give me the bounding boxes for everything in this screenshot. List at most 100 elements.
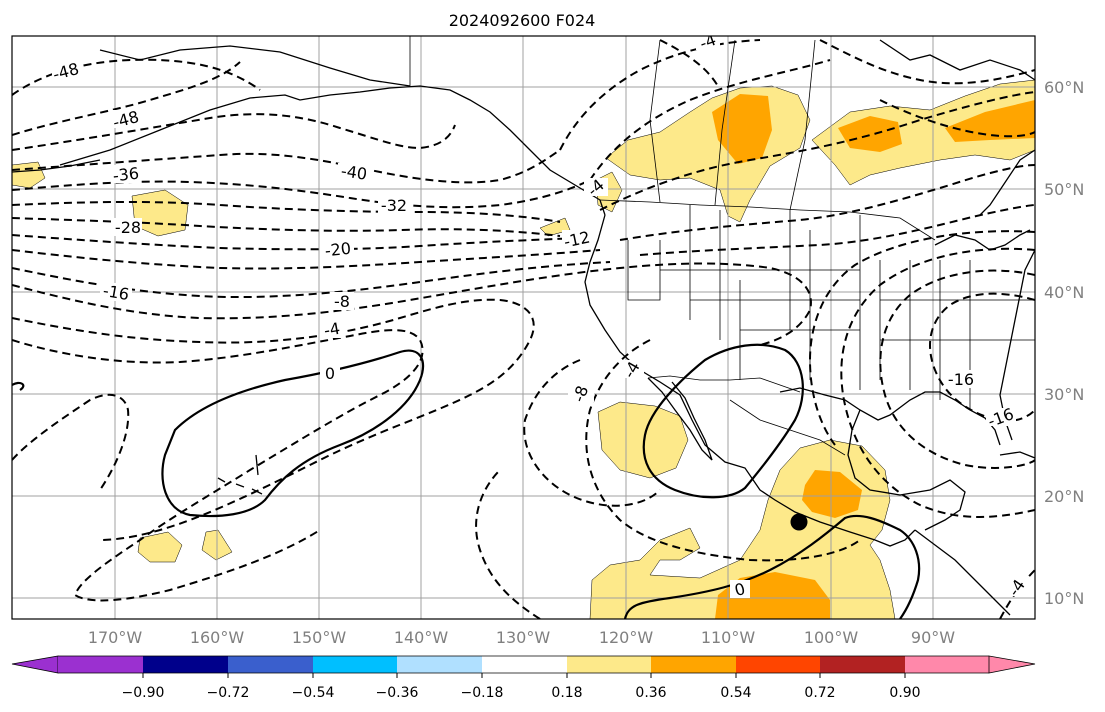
svg-text:-28: -28 [115,218,141,237]
graticule [12,36,1035,619]
contour-label: -16 [946,370,976,389]
colorbar-tick-label: −0.18 [461,685,504,701]
colorbar-tick-label: −0.72 [207,685,250,701]
lon-label: 90°W [911,628,955,647]
contour-label: -4 [320,319,344,340]
colorbar-segment [736,656,822,673]
contour-28 [12,217,561,237]
cuba [999,451,1035,459]
colorbar: −0.90 −0.72 −0.54 −0.36 −0.18 0.18 0.36 … [11,655,1036,701]
canada-province-lines [649,39,816,211]
contour-label: -4 [619,358,644,381]
map-panel: -48 -48 -36 -28 -40 -32 -20 -16 -12 -8 -… [11,30,1036,620]
colorbar-segment [397,656,483,673]
colorbar-segment [905,656,989,673]
contour-label: 0 [320,364,340,383]
map-title: 2024092600 F024 [449,11,596,30]
colorbar-extend-low [11,655,59,674]
colorbar-segment [143,656,229,673]
svg-text:-32: -32 [381,196,407,215]
map-frame [11,35,1036,620]
colorbar-tick-label: 0.36 [635,685,666,701]
shade-east-canada-core-a [838,116,902,152]
lon-label: 100°W [804,628,859,647]
zero-contour-mexico [642,343,804,499]
colorbar-segment [820,656,906,673]
colorbar-ticks [142,673,906,678]
svg-text:0: 0 [732,579,747,600]
lat-label: 30°N [1044,385,1084,404]
svg-text:-4: -4 [697,30,718,53]
contour-32 [12,200,561,223]
svg-text:-16: -16 [948,370,974,389]
aleutian-chain [12,159,101,173]
contour-4 [12,329,424,602]
contour-canada-ridge-2 [589,59,831,181]
contour-12 [12,262,812,346]
colorbar-tick-label: 0.72 [804,685,835,701]
central-america [914,529,1011,616]
colorbar-tick-label: −0.36 [376,685,419,701]
contour-label: -4 [583,175,608,200]
colorbar-tick-label: 0.54 [720,685,751,701]
contour-12-east [840,247,1035,518]
contour-label: -12 [562,228,592,252]
svg-text:-8: -8 [334,292,350,311]
contour-label: -48 [51,59,81,84]
colorbar-tick-label: −0.54 [292,685,335,701]
us-west-coast [584,214,916,547]
contour-label: -8 [568,383,594,405]
shade-storm-core [802,470,862,518]
svg-text:-40: -40 [340,161,369,183]
zero-contour-west-edge [12,381,25,391]
lon-label: 170°W [88,628,143,647]
svg-text:-36: -36 [112,164,140,186]
lat-label: 10°N [1044,589,1084,608]
alaska-coast [59,85,606,216]
svg-text:-20: -20 [324,239,352,261]
svg-text:-4: -4 [322,319,341,340]
contour-east-canada-2 [879,99,1035,138]
lat-label: 50°N [1044,180,1084,199]
contour-4-southwest [475,469,541,619]
svg-text:-16: -16 [102,281,131,304]
contour-label: -8 [330,292,354,311]
shade-east-canada-band [811,79,1035,186]
contour-label: -16 [100,281,132,304]
shade-hawaii-patch-a [137,531,183,563]
contour-east-canada [819,39,1035,85]
colorbar-segment [567,656,653,673]
us-mexico-border [647,375,801,393]
lat-label: 60°N [1044,78,1084,97]
colorbar-segment [58,656,144,673]
zero-contours [12,343,921,619]
zero-contour-pacific [161,349,425,518]
colorbar-segment [482,656,568,673]
contour-8-offshore [523,359,661,507]
contour-label: -4 [696,30,720,53]
us-canada-border [599,199,936,241]
contour-48-north [12,58,261,96]
colorbar-segment [651,656,737,673]
lon-label: 150°W [292,628,347,647]
mexico-gulf-coast [847,409,966,531]
contour-label: 0 [730,579,750,600]
shade-west-pacific-patch [12,161,46,189]
alaska-north-coast [99,45,411,87]
contour-24 [12,234,581,251]
contour-8-east [808,230,1035,446]
contour-label: -36 [112,164,140,186]
colorbar-segment [313,656,399,673]
state-lines-east [879,260,1035,410]
colorbar-tick-label: 0.18 [551,685,582,701]
contour-8 [12,298,535,541]
contour-label: -48 [111,107,141,132]
lon-label: 120°W [599,628,654,647]
lon-label: 130°W [496,628,551,647]
contour-label: -4 [1004,576,1029,600]
hudson-bay [879,39,1035,81]
contour-canada-ridge [559,39,761,151]
colorbar-tick-label: 0.90 [889,685,920,701]
contour-label: -28 [114,218,142,237]
lon-label: 160°W [190,628,245,647]
